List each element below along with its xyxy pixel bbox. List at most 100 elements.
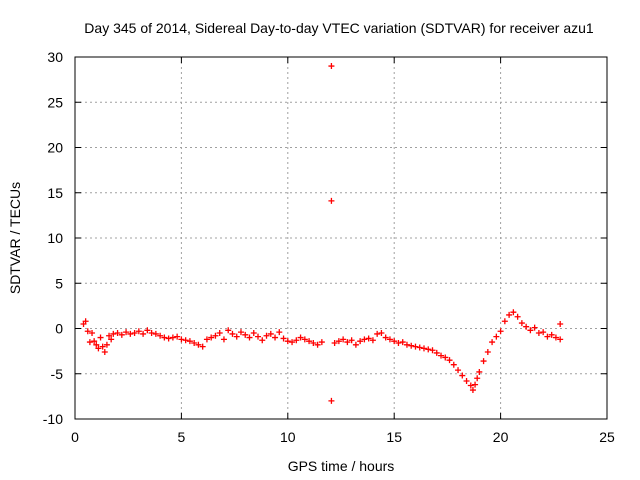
y-axis-label: SDTVAR / TECUs (7, 182, 23, 294)
data-point-marker (169, 334, 176, 341)
data-point-marker (131, 330, 138, 337)
data-point-marker (340, 336, 347, 343)
y-tick-label: 0 (55, 321, 63, 337)
y-tick-label: 25 (47, 94, 63, 110)
data-point-marker (382, 334, 389, 341)
data-point-marker (297, 334, 304, 341)
data-point-marker (106, 332, 113, 339)
data-point-marker (229, 330, 236, 337)
data-point-marker (114, 330, 121, 337)
data-point-marker (276, 329, 283, 336)
x-tick-label: 5 (178, 429, 186, 445)
data-point-marker (157, 332, 164, 339)
data-point-marker (531, 324, 538, 331)
data-point-marker (161, 334, 168, 341)
data-point-marker (91, 338, 98, 345)
data-point-marker (331, 339, 338, 346)
data-point-marker (535, 330, 542, 337)
data-point-marker (237, 329, 244, 336)
data-point-marker (425, 346, 432, 353)
data-point-marker (374, 330, 381, 337)
data-point-marker (233, 333, 240, 340)
data-point-marker (97, 334, 104, 341)
data-point-marker (480, 358, 487, 365)
data-point-marker (391, 338, 398, 345)
data-point-marker (127, 330, 134, 337)
data-point-marker (408, 342, 415, 349)
data-point-marker (328, 397, 335, 404)
data-point-marker (548, 331, 555, 338)
x-axis-label: GPS time / hours (288, 458, 395, 474)
data-point-marker (84, 328, 91, 335)
x-tick-label: 0 (71, 429, 79, 445)
data-point-marker (118, 331, 125, 338)
data-point-marker (208, 334, 215, 341)
data-point-marker (191, 339, 198, 346)
data-point-marker (135, 328, 142, 335)
data-point-marker (476, 368, 483, 375)
x-tick-label: 25 (599, 429, 615, 445)
data-point-marker (103, 341, 110, 348)
data-point-marker (489, 339, 496, 346)
data-point-marker (416, 344, 423, 351)
data-point-marker (386, 336, 393, 343)
data-point-marker (328, 197, 335, 204)
data-point-marker (493, 333, 500, 340)
data-point-marker (110, 330, 117, 337)
data-point-marker (293, 337, 300, 344)
data-point-marker (357, 338, 364, 345)
data-point-marker (220, 336, 227, 343)
data-point-marker (101, 349, 108, 356)
data-points (80, 63, 564, 404)
x-axis-ticks: 0 5 10 15 20 25 (71, 57, 615, 445)
chart-title: Day 345 of 2014, Sidereal Day-to-day VTE… (84, 20, 594, 36)
data-point-marker (446, 357, 453, 364)
data-point-marker (259, 337, 266, 344)
data-point-marker (557, 320, 564, 327)
data-point-marker (523, 323, 530, 330)
data-point-marker (203, 336, 210, 343)
data-point-marker (199, 343, 206, 350)
data-point-marker (301, 336, 308, 343)
data-point-marker (438, 352, 445, 359)
y-tick-label: 15 (47, 185, 63, 201)
y-tick-label: 20 (47, 140, 63, 156)
data-point-marker (174, 333, 181, 340)
data-point-marker (250, 330, 257, 337)
grid-lines (75, 57, 607, 419)
data-point-marker (186, 338, 193, 345)
data-point-marker (144, 327, 151, 334)
data-point-marker (93, 341, 100, 348)
data-point-marker (557, 336, 564, 343)
data-point-marker (497, 328, 504, 335)
data-point-marker (506, 311, 513, 318)
data-point-marker (399, 339, 406, 346)
data-point-marker (280, 335, 287, 342)
data-point-marker (395, 339, 402, 346)
data-point-marker (318, 339, 325, 346)
data-point-marker (455, 367, 462, 374)
data-point-marker (140, 330, 147, 337)
data-point-marker (284, 338, 291, 345)
x-tick-label: 10 (280, 429, 296, 445)
data-point-marker (182, 337, 189, 344)
data-point-marker (540, 329, 547, 336)
data-point-marker (501, 318, 508, 325)
data-point-marker (148, 330, 155, 337)
x-tick-label: 15 (386, 429, 402, 445)
y-tick-label: -10 (43, 411, 63, 427)
data-point-marker (335, 338, 342, 345)
data-point-marker (272, 334, 279, 341)
data-point-marker (450, 361, 457, 368)
data-point-marker (369, 337, 376, 344)
data-point-marker (514, 313, 521, 320)
data-point-marker (467, 382, 474, 389)
data-point-marker (212, 332, 219, 339)
data-point-marker (267, 330, 274, 337)
data-point-marker (518, 320, 525, 327)
x-tick-label: 20 (493, 429, 509, 445)
data-point-marker (178, 336, 185, 343)
data-point-marker (86, 339, 93, 346)
data-point-marker (89, 330, 96, 337)
data-point-marker (152, 330, 159, 337)
